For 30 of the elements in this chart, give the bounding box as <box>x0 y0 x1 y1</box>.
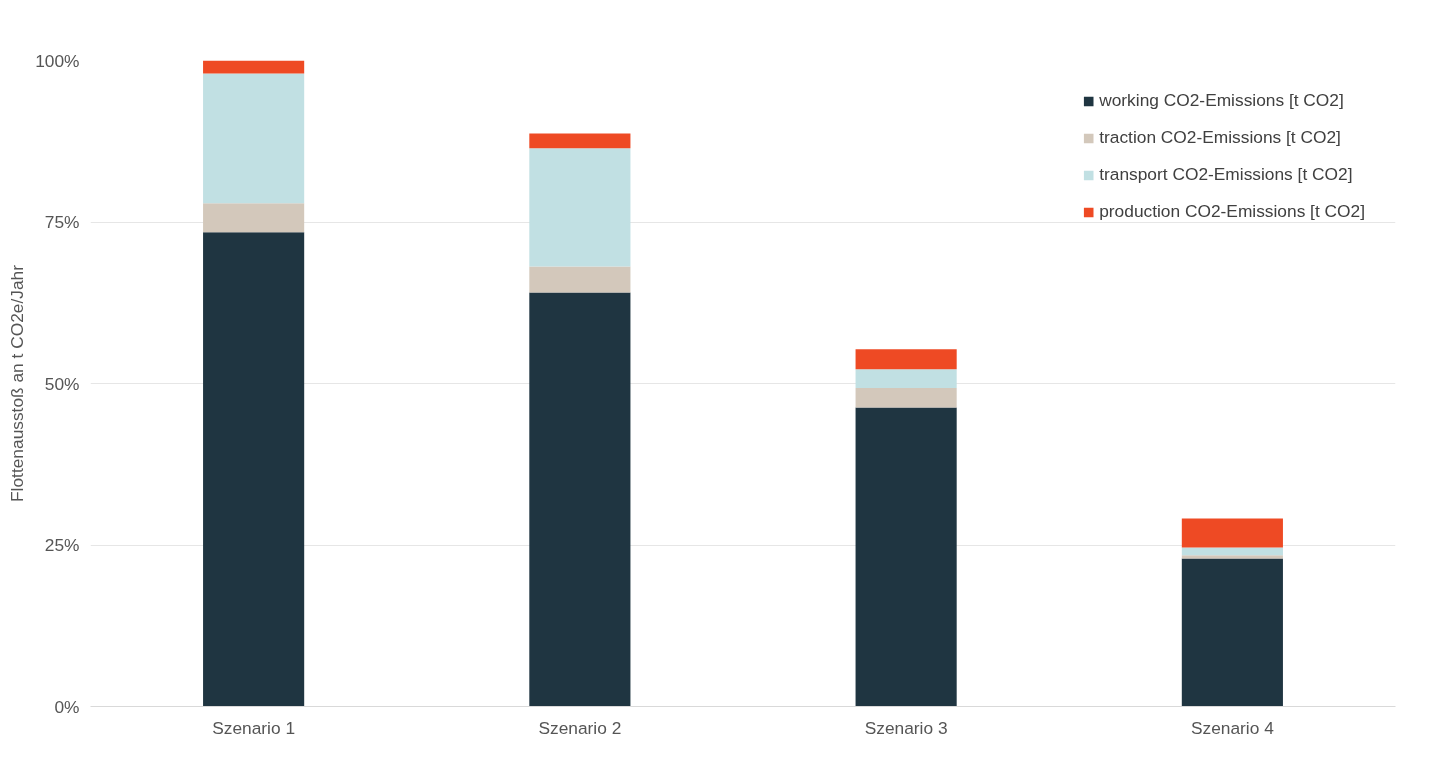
bar <box>1181 518 1283 548</box>
x-tick-label: Szenario 3 <box>864 717 948 738</box>
bar <box>855 349 957 370</box>
y-tick-label: 100% <box>35 50 80 71</box>
y-tick-label: 25% <box>44 535 80 555</box>
bar <box>1181 547 1283 556</box>
bar <box>529 133 631 149</box>
bar <box>1181 555 1283 559</box>
bar <box>529 266 631 293</box>
bar <box>203 73 305 204</box>
x-tick-label: Szenario 1 <box>212 717 296 738</box>
bar <box>203 232 305 707</box>
bar <box>203 203 305 233</box>
bar <box>203 60 305 74</box>
bar <box>855 407 957 707</box>
y-tick-label: 75% <box>44 212 80 232</box>
y-tick-label: 50% <box>44 373 80 394</box>
bar <box>1181 558 1283 707</box>
bar <box>855 388 957 408</box>
bar <box>855 369 957 389</box>
bar <box>529 292 631 707</box>
x-tick-label: Szenario 2 <box>538 717 622 738</box>
y-axis-title: Flottenausstoß an t CO2e/Jahr <box>7 264 28 502</box>
legend-label: traction CO2-Emissions [t CO2] <box>1099 127 1341 148</box>
legend-label: production CO2-Emissions [t CO2] <box>1099 201 1365 222</box>
bar <box>529 148 631 267</box>
legend-label: transport CO2-Emissions [t CO2] <box>1099 164 1353 185</box>
x-tick-label: Szenario 4 <box>1190 717 1275 738</box>
y-tick-label: 0% <box>54 696 80 717</box>
legend-label: working CO2-Emissions [t CO2] <box>1099 90 1344 111</box>
